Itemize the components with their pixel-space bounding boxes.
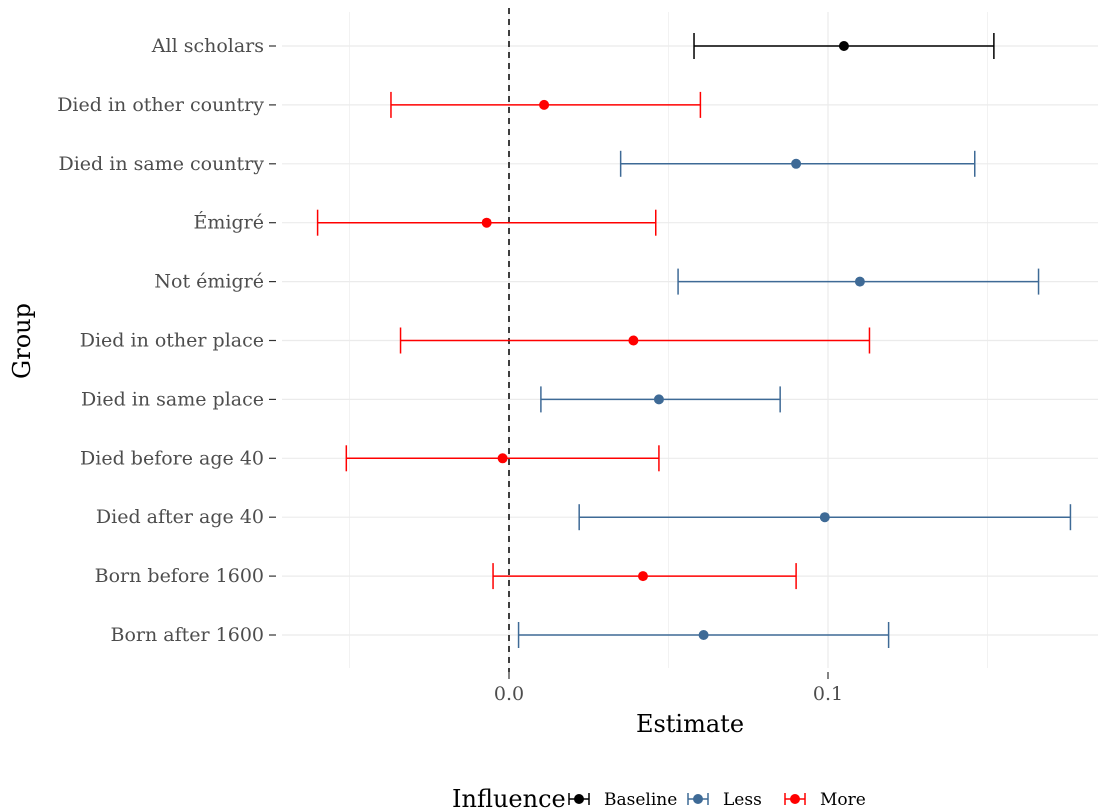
legend-key-more [784,793,806,805]
legend-label: More [820,790,866,810]
y-tick-label: Died after age 40 [96,506,264,528]
legend: Influence Baseline Less More [452,785,866,810]
legend-key-baseline [568,793,590,805]
y-tick-label: Died in other place [80,330,264,352]
y-tick-label: All scholars [151,35,264,57]
y-tick-label: Émigré [194,211,264,234]
legend-label: Baseline [604,790,677,810]
y-axis-ticks: All scholars Died in other country Died in… [57,35,276,646]
estimate-point [637,571,648,582]
estimate-point [819,512,830,523]
estimate-point [497,453,508,464]
estimate-point [539,99,550,110]
estimate-point [698,630,709,640]
estimate-points [481,41,865,640]
estimate-point [854,276,865,287]
y-tick-label: Died in other country [57,94,264,116]
y-tick-label: Born after 1600 [111,624,264,646]
legend-key-less [687,793,709,805]
y-tick-label: Born before 1600 [95,565,264,587]
legend-title: Influence [452,785,566,810]
x-tick-label: 0.0 [494,683,524,705]
legend-label: Less [723,790,762,810]
legend-key-point [693,794,703,804]
legend-key-point [574,794,584,804]
y-tick-label: Died in same country [59,153,265,175]
y-tick-label: Died in same place [81,388,264,410]
y-axis-title: Group [8,303,36,379]
estimate-point [791,158,802,169]
x-axis-title: Estimate [636,710,744,738]
y-tick-label: Not émigré [154,271,264,293]
x-axis-ticks: 0.0 0.1 [494,672,843,705]
estimate-point [838,41,849,51]
x-tick-label: 0.1 [813,683,843,705]
legend-key-point [790,794,800,804]
estimate-point [628,335,639,346]
estimate-point [653,394,664,405]
y-tick-label: Died before age 40 [80,447,264,469]
estimate-point [481,217,492,228]
